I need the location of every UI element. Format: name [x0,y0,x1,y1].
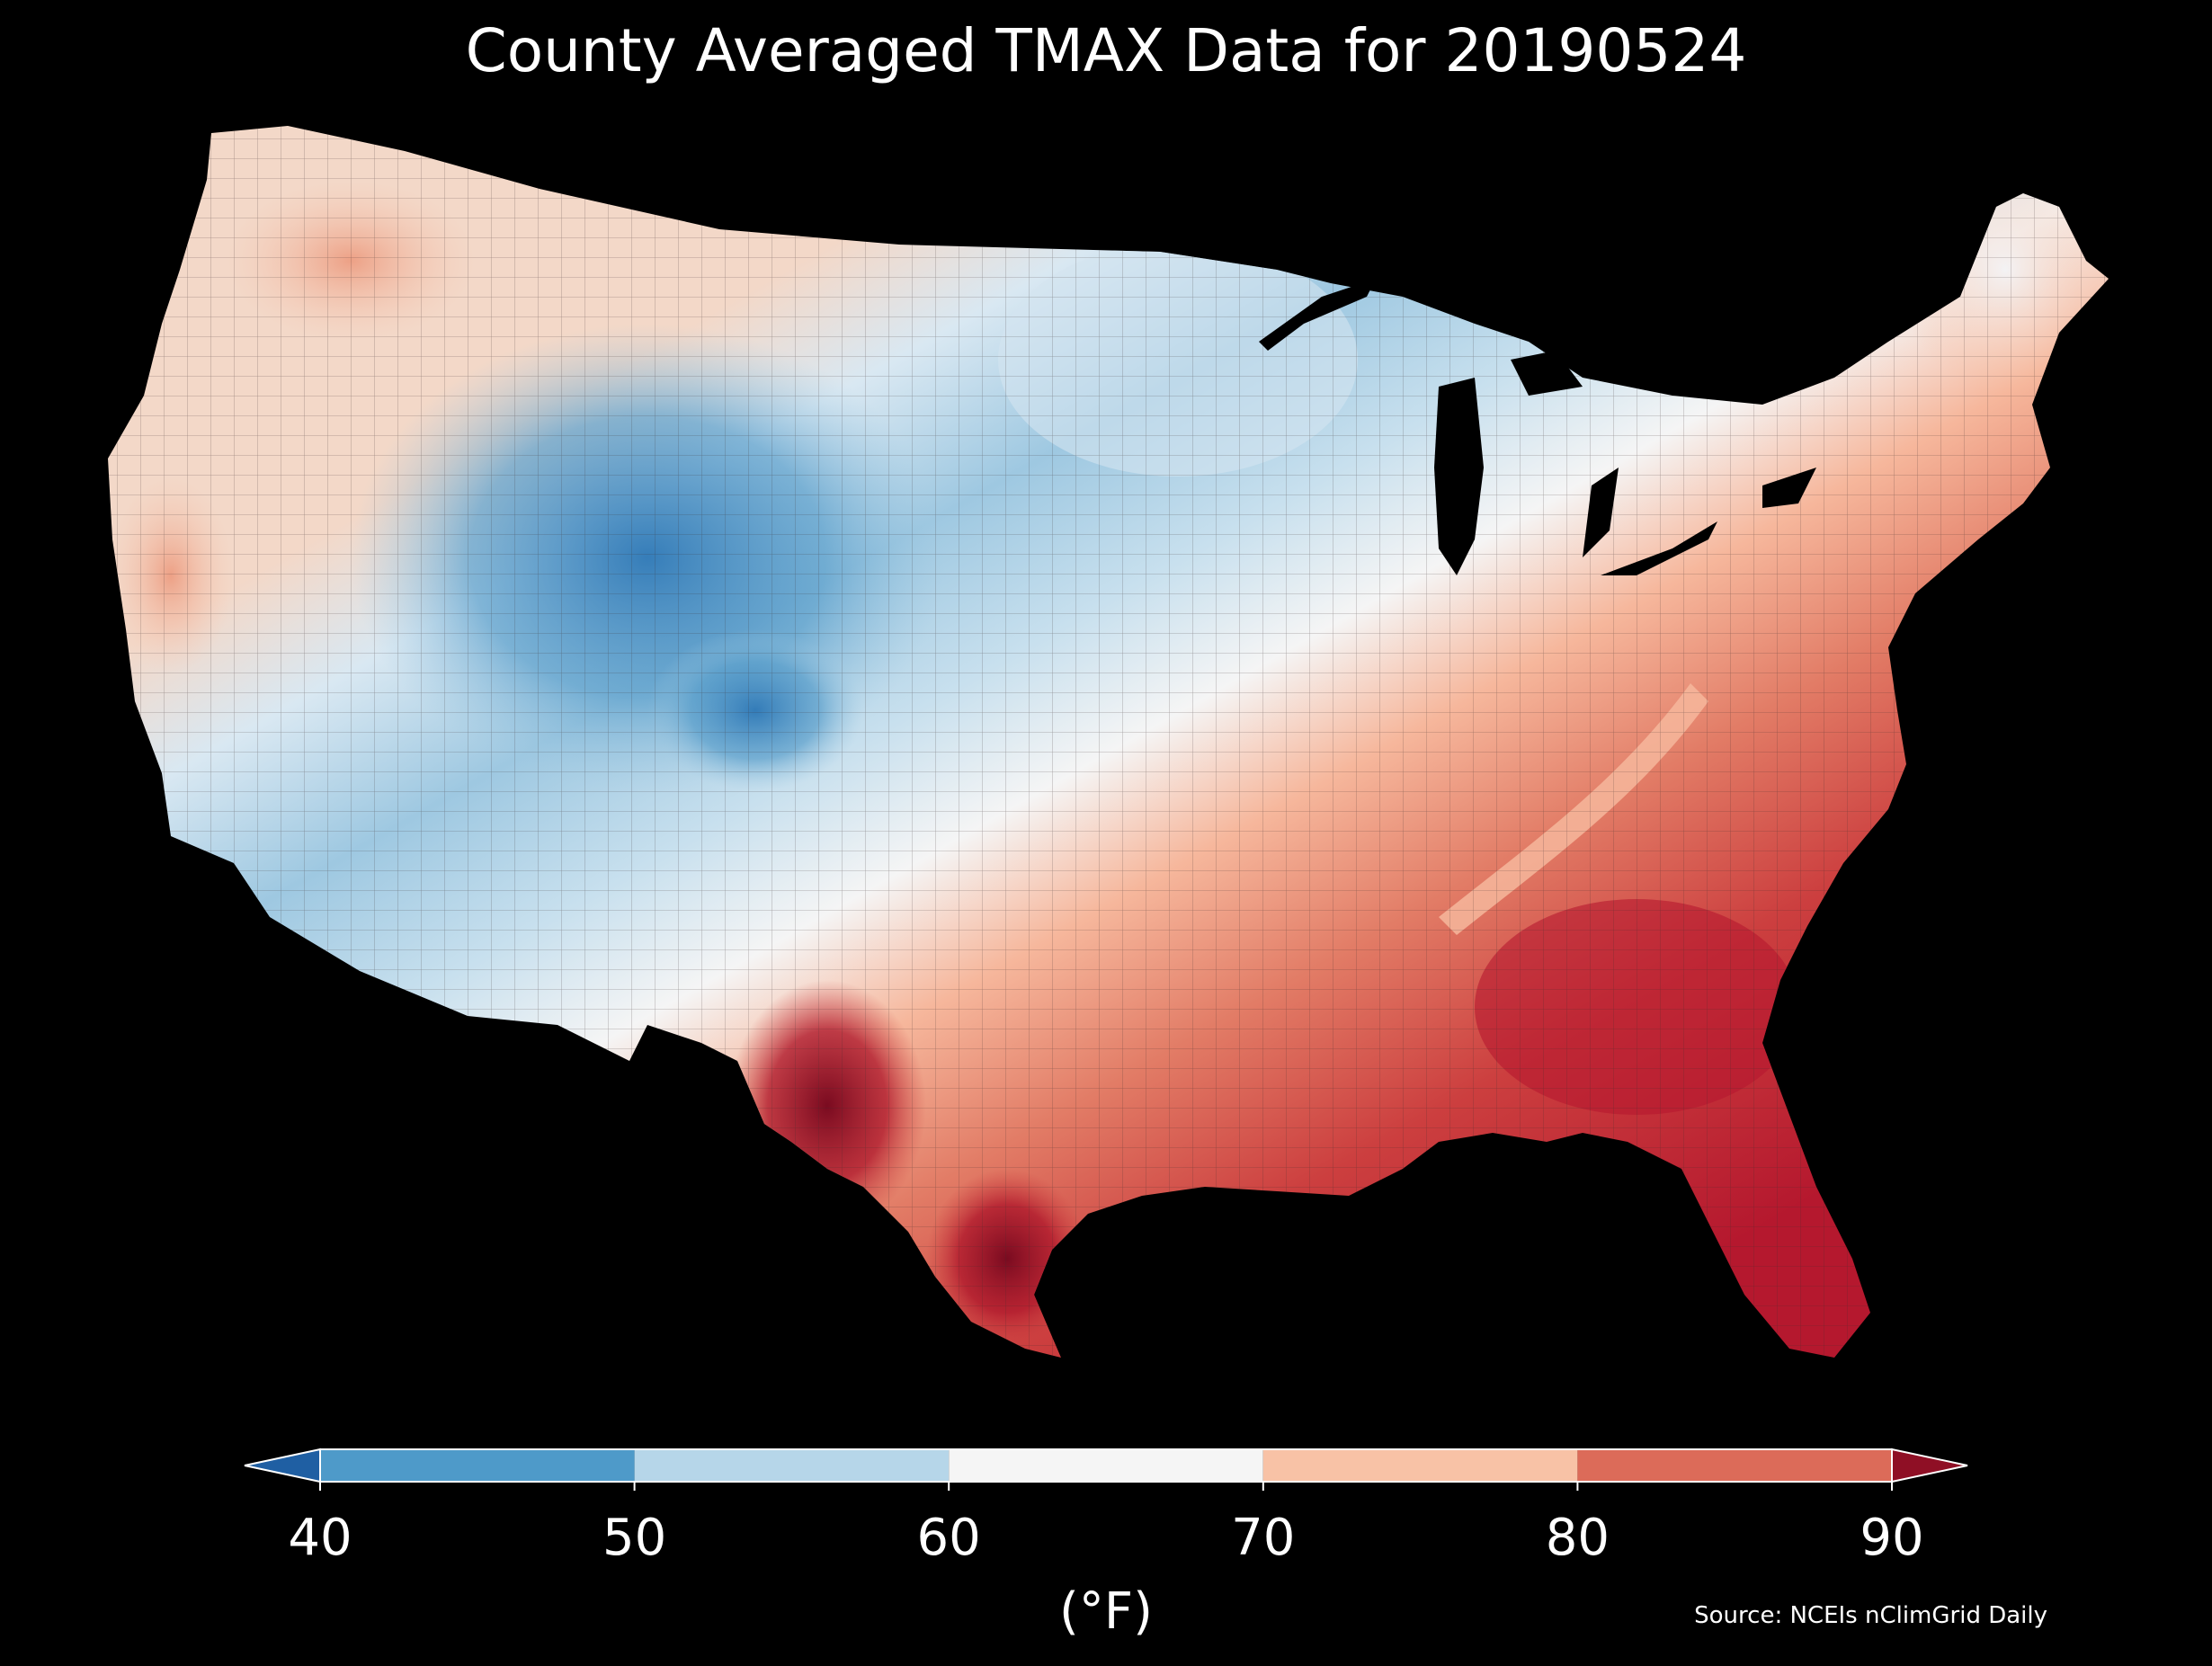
map-title: County Averaged TMAX Data for 20190524 [465,16,1747,85]
colorbar-bin-60-70 [949,1449,1263,1482]
colorbar-over-arrow [1891,1448,1968,1483]
colorbar-unit-label: (°F) [1059,1582,1153,1641]
colorbar-under-arrow [244,1448,321,1483]
colorbar-bin-50-60 [634,1449,950,1482]
colorbar-bin-80-90 [1577,1449,1892,1482]
colorbar-tick-label: 40 [288,1509,352,1567]
source-label: Source: NCEIs nClimGrid Daily [1694,1602,2047,1629]
great-lakes [1259,279,1816,575]
colorbar-tick-label: 80 [1545,1509,1610,1567]
colorbar-tick-label: 70 [1231,1509,1296,1567]
colorbar-bin-40-50 [320,1449,635,1482]
colorbar-outline [319,1448,1893,1483]
colorbar-tick-label: 50 [602,1509,667,1567]
colorbar-tick-label: 60 [916,1509,981,1567]
colorbar-tick-label: 90 [1860,1509,1924,1567]
colorbar-bin-70-80 [1262,1449,1578,1482]
